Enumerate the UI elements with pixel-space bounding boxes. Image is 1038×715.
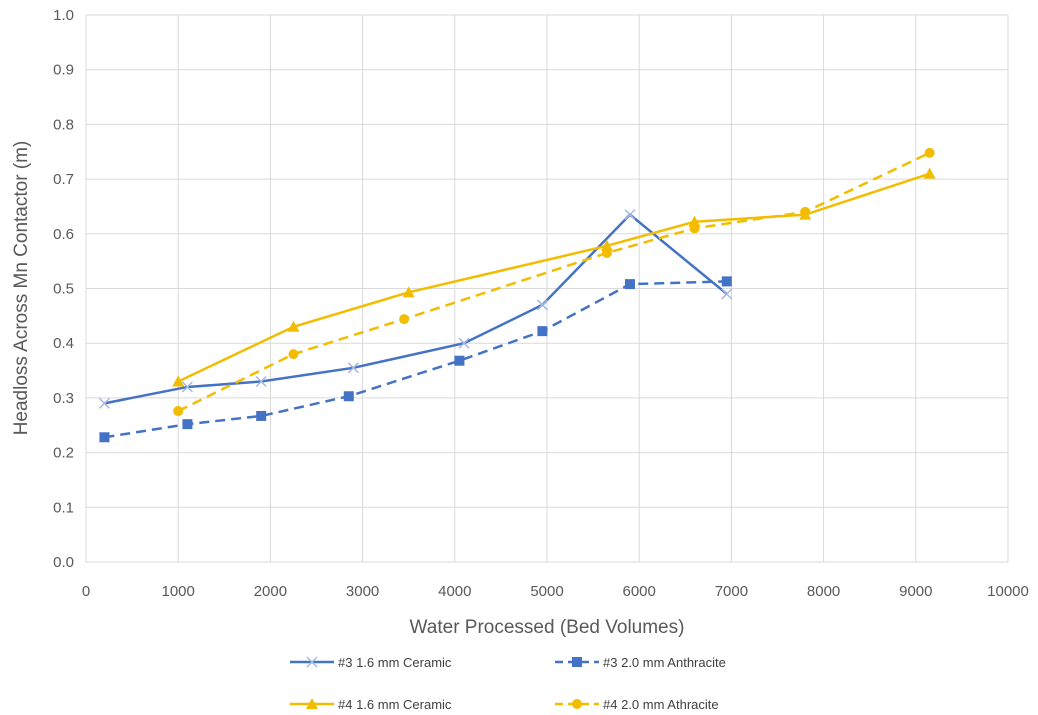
data-point <box>99 432 110 443</box>
series-line <box>104 212 728 405</box>
data-point <box>536 299 548 311</box>
data-point <box>721 276 732 287</box>
legend-item: #3 1.6 mm Ceramic <box>290 655 452 670</box>
legend-label: #4 2.0 mm Athracite <box>603 697 719 712</box>
data-point <box>688 215 701 227</box>
data-point <box>572 657 582 667</box>
data-point <box>454 355 465 366</box>
legend-label: #4 1.6 mm Ceramic <box>338 697 452 712</box>
data-point <box>288 349 299 360</box>
x-tick-label: 4000 <box>438 583 471 600</box>
x-tick-label: 8000 <box>807 583 840 600</box>
x-tick-label: 0 <box>82 583 90 600</box>
x-axis-title: Water Processed (Bed Volumes) <box>410 617 685 638</box>
legend: #3 1.6 mm Ceramic #3 2.0 mm Anthracite #4 … <box>290 655 726 712</box>
data-point <box>924 147 935 158</box>
data-point <box>255 375 267 388</box>
data-point <box>572 699 582 709</box>
data-point <box>182 419 193 430</box>
series-line <box>177 151 931 413</box>
data-point <box>721 288 733 300</box>
legend-item: #4 2.0 mm Athracite <box>555 697 719 712</box>
y-tick-label: 0.1 <box>53 499 74 516</box>
series-3 <box>172 167 936 387</box>
data-point <box>923 167 936 179</box>
x-tick-label: 10000 <box>987 583 1029 600</box>
tick-labels: 0.0 0.1 0.2 0.3 0.4 0.5 0.6 0.7 0.8 0.9 1.0 0 1000 20… <box>53 7 1029 600</box>
series-4 <box>173 147 935 417</box>
y-tick-label: 0.6 <box>53 226 74 243</box>
data-point <box>624 209 636 221</box>
data-point <box>402 286 415 298</box>
y-tick-label: 1.0 <box>53 7 74 24</box>
data-point <box>172 375 185 387</box>
legend-item: #3 2.0 mm Anthracite <box>555 655 726 670</box>
y-axis-title: Headloss Across Mn Contactor (m) <box>11 141 32 436</box>
y-tick-label: 0.3 <box>53 390 74 407</box>
plot-area <box>98 147 936 443</box>
y-tick-label: 0.4 <box>53 335 74 352</box>
legend-label: #3 2.0 mm Anthracite <box>603 655 726 670</box>
data-point <box>173 406 184 417</box>
y-tick-label: 0.5 <box>53 281 74 298</box>
data-point <box>800 206 811 217</box>
x-tick-label: 5000 <box>530 583 563 600</box>
data-point <box>306 656 318 668</box>
x-tick-label: 3000 <box>346 583 379 600</box>
y-tick-label: 0.9 <box>53 62 74 79</box>
data-point <box>624 279 635 290</box>
y-tick-label: 0.7 <box>53 171 74 188</box>
data-point <box>347 362 359 374</box>
y-tick-label: 0.2 <box>53 445 74 462</box>
data-point <box>256 410 267 421</box>
series-1 <box>98 209 733 409</box>
data-point <box>537 326 548 337</box>
data-point <box>399 314 410 325</box>
series-line <box>104 280 727 439</box>
x-tick-label: 9000 <box>899 583 932 600</box>
data-point <box>689 223 700 234</box>
data-point <box>306 698 318 709</box>
data-point <box>181 381 193 393</box>
data-point <box>600 239 613 251</box>
data-point <box>458 337 470 349</box>
data-point <box>343 391 354 402</box>
data-point <box>601 247 612 258</box>
x-tick-label: 7000 <box>715 583 748 600</box>
series-2 <box>99 276 732 443</box>
y-tick-label: 0.0 <box>53 554 74 571</box>
data-point <box>98 397 110 409</box>
grid <box>85 14 1009 563</box>
y-tick-label: 0.8 <box>53 116 74 133</box>
x-tick-label: 6000 <box>623 583 656 600</box>
legend-label: #3 1.6 mm Ceramic <box>338 655 452 670</box>
x-tick-label: 2000 <box>254 583 287 600</box>
data-point <box>287 320 300 332</box>
x-tick-label: 1000 <box>162 583 195 600</box>
legend-item: #4 1.6 mm Ceramic <box>290 697 452 712</box>
